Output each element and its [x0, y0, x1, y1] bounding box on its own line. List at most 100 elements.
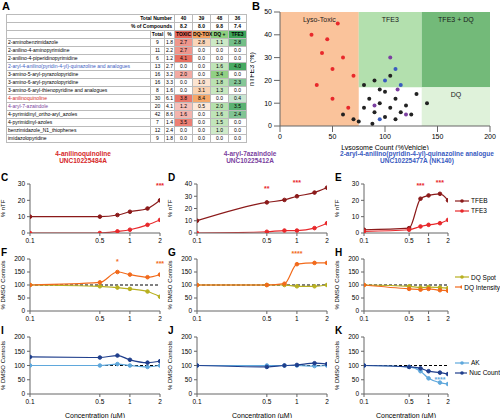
svg-text:% DMSO Controls: % DMSO Controls	[334, 260, 340, 309]
svg-text:0.1: 0.1	[359, 398, 368, 405]
svg-text:0: 0	[188, 390, 192, 397]
svg-text:20: 20	[264, 77, 272, 84]
svg-text:0.5: 0.5	[262, 315, 271, 322]
svg-text:200: 200	[348, 333, 359, 340]
svg-text:50: 50	[352, 376, 360, 383]
svg-text:200: 200	[181, 255, 192, 262]
svg-text:TFE3: TFE3	[382, 16, 399, 23]
svg-text:0.1: 0.1	[192, 398, 201, 405]
svg-text:0.5: 0.5	[405, 315, 414, 322]
svg-text:150: 150	[348, 268, 359, 275]
svg-text:200: 200	[181, 333, 192, 340]
svg-text:0.1: 0.1	[359, 315, 368, 322]
svg-text:0.1: 0.1	[25, 237, 34, 244]
svg-text:0.1: 0.1	[192, 237, 201, 244]
svg-text:30: 30	[185, 193, 193, 200]
svg-text:***: ***	[436, 179, 444, 186]
svg-text:% nTF: % nTF	[334, 199, 340, 217]
svg-text:50: 50	[352, 294, 360, 301]
svg-text:% DMSO Controls: % DMSO Controls	[167, 260, 173, 309]
svg-text:100: 100	[14, 362, 25, 369]
svg-text:1: 1	[295, 237, 299, 244]
svg-text:150: 150	[432, 133, 444, 140]
svg-text:****: ****	[434, 376, 445, 383]
svg-text:2: 2	[325, 398, 329, 405]
svg-text:DQ: DQ	[451, 91, 462, 99]
svg-text:0: 0	[188, 229, 192, 236]
svg-text:Concentration (µM): Concentration (µM)	[376, 412, 436, 418]
svg-text:**: **	[264, 185, 270, 192]
svg-text:0.5: 0.5	[95, 315, 104, 322]
svg-text:150: 150	[14, 348, 25, 355]
svg-text:20: 20	[18, 197, 26, 204]
svg-text:0.1: 0.1	[192, 315, 201, 322]
svg-text:2: 2	[158, 398, 162, 405]
svg-text:0.5: 0.5	[262, 398, 271, 405]
svg-text:TFE3 + DQ: TFE3 + DQ	[438, 16, 474, 24]
svg-text:100: 100	[181, 362, 192, 369]
svg-text:0: 0	[355, 229, 359, 236]
svg-text:% DMSO Controls: % DMSO Controls	[167, 341, 173, 390]
svg-text:0.5: 0.5	[95, 398, 104, 405]
svg-text:***: ***	[416, 182, 424, 189]
svg-text:50: 50	[185, 294, 193, 301]
svg-text:0: 0	[355, 390, 359, 397]
svg-text:2: 2	[158, 315, 162, 322]
svg-text:2: 2	[446, 398, 450, 405]
svg-text:150: 150	[14, 268, 25, 275]
svg-text:Lyso-Toxic: Lyso-Toxic	[303, 16, 336, 24]
svg-text:1: 1	[128, 315, 132, 322]
svg-text:30: 30	[352, 180, 360, 187]
svg-text:150: 150	[348, 348, 359, 355]
svg-text:30: 30	[18, 180, 26, 187]
svg-text:*: *	[116, 258, 119, 265]
svg-text:Concentration (µM): Concentration (µM)	[65, 412, 125, 418]
svg-text:100: 100	[14, 281, 25, 288]
svg-text:1: 1	[295, 398, 299, 405]
svg-text:1: 1	[427, 237, 431, 244]
svg-text:0.5: 0.5	[95, 237, 104, 244]
svg-text:Concentration (µM): Concentration (µM)	[232, 412, 292, 418]
svg-text:0: 0	[268, 122, 272, 129]
svg-text:100: 100	[181, 281, 192, 288]
svg-text:10: 10	[264, 100, 272, 107]
svg-text:30: 30	[264, 54, 272, 61]
svg-text:***: ***	[156, 260, 164, 267]
svg-text:150: 150	[181, 268, 192, 275]
svg-text:50: 50	[264, 8, 272, 15]
svg-text:200: 200	[348, 255, 359, 262]
svg-text:0.1: 0.1	[25, 315, 34, 322]
svg-text:40: 40	[185, 180, 193, 187]
svg-text:0.5: 0.5	[405, 237, 414, 244]
svg-text:0: 0	[355, 307, 359, 314]
svg-text:200: 200	[484, 133, 492, 140]
svg-text:1: 1	[128, 398, 132, 405]
svg-text:2: 2	[158, 237, 162, 244]
svg-text:10: 10	[185, 217, 193, 224]
svg-text:0: 0	[188, 307, 192, 314]
svg-text:150: 150	[181, 348, 192, 355]
svg-text:0: 0	[21, 229, 25, 236]
svg-text:1: 1	[295, 315, 299, 322]
svg-text:0.5: 0.5	[262, 237, 271, 244]
svg-text:% nTF: % nTF	[167, 199, 173, 217]
svg-text:20: 20	[352, 197, 360, 204]
svg-text:40: 40	[264, 31, 272, 38]
svg-text:0.5: 0.5	[405, 398, 414, 405]
svg-text:****: ****	[291, 250, 302, 257]
svg-text:2: 2	[446, 315, 450, 322]
svg-text:1: 1	[427, 315, 431, 322]
svg-text:1: 1	[128, 237, 132, 244]
svg-text:100: 100	[379, 133, 391, 140]
svg-text:50: 50	[18, 294, 26, 301]
svg-text:200: 200	[14, 333, 25, 340]
svg-text:0: 0	[278, 133, 282, 140]
svg-text:10: 10	[18, 213, 26, 220]
svg-text:Lysosome Count (%Vehicle): Lysosome Count (%Vehicle)	[341, 144, 429, 150]
svg-text:50: 50	[185, 376, 193, 383]
svg-text:% DMSO Controls: % DMSO Controls	[334, 341, 340, 390]
svg-text:***: ***	[156, 182, 164, 189]
svg-text:0.1: 0.1	[25, 398, 34, 405]
svg-text:20: 20	[185, 205, 193, 212]
svg-text:50: 50	[18, 376, 26, 383]
